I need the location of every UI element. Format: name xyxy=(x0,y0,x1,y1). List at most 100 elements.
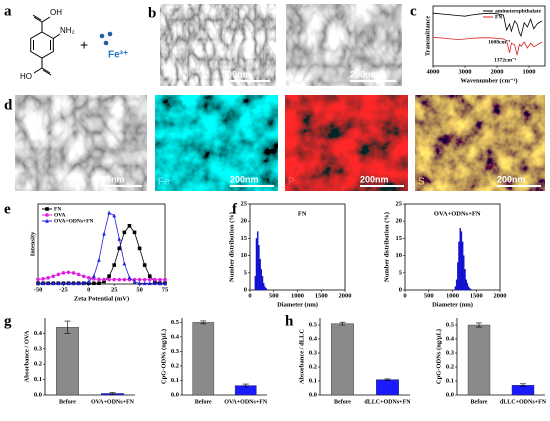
panel-label: c xyxy=(410,3,417,19)
legend-marker xyxy=(45,218,49,223)
marker xyxy=(56,281,61,286)
atom-label: NH₂ xyxy=(60,26,75,35)
marker xyxy=(127,275,132,280)
marker xyxy=(41,281,45,286)
marker xyxy=(97,281,101,286)
marker xyxy=(163,281,167,286)
x-tick-label: dLLC+ODNs+FN xyxy=(500,399,547,405)
legend-label: OVA xyxy=(54,212,66,218)
plus-sign: + xyxy=(80,37,88,53)
x-tick-label: Before xyxy=(59,399,76,405)
marker xyxy=(163,277,167,282)
element-map xyxy=(285,95,408,191)
marker xyxy=(102,279,106,284)
x-tick-label: Before xyxy=(471,399,488,405)
marker xyxy=(132,279,137,284)
marker xyxy=(122,261,127,266)
marker xyxy=(107,210,111,215)
element-label: P xyxy=(288,177,295,188)
histogram-bar xyxy=(466,282,469,291)
y-tick-label: 0.4 xyxy=(446,335,455,342)
chemical-scheme: OH NH₂ HO + Fe³⁺ xyxy=(20,8,128,81)
series-line xyxy=(432,12,543,38)
marker xyxy=(137,277,142,282)
marker xyxy=(147,281,152,286)
ion-dot xyxy=(99,33,105,39)
chart-title: OVA+ODNs+FN xyxy=(434,210,481,217)
histogram-bar xyxy=(464,269,466,291)
element-label: Fe xyxy=(158,177,170,188)
element-map xyxy=(415,95,545,191)
error-bar xyxy=(109,392,116,395)
y-tick-label: 0.2 xyxy=(34,361,42,368)
error-bar xyxy=(242,383,249,388)
element-label: S xyxy=(418,177,425,188)
marker xyxy=(41,277,45,281)
histogram-bar xyxy=(255,238,258,291)
marker xyxy=(81,274,86,279)
marker xyxy=(137,281,142,286)
y-tick-label: 0.1 xyxy=(446,377,454,384)
marker xyxy=(66,270,71,275)
marker xyxy=(36,281,40,286)
x-tick-label: 25 xyxy=(111,286,118,293)
marker xyxy=(142,277,147,282)
x-axis-label: Diameter (nm) xyxy=(277,301,318,308)
marker xyxy=(132,230,137,235)
marker xyxy=(142,281,147,286)
histogram-bar xyxy=(459,227,461,291)
marker xyxy=(36,277,40,282)
panel-label: d xyxy=(4,97,13,113)
y-tick-label: 0.3 xyxy=(309,349,318,356)
scale-label: 200nm xyxy=(497,174,526,184)
ion-dot xyxy=(107,31,113,37)
bar xyxy=(192,322,215,396)
marker xyxy=(92,277,96,281)
histogram-bar xyxy=(470,289,472,291)
bond xyxy=(41,67,51,74)
marker xyxy=(66,281,71,286)
y-tick-label: 15 xyxy=(241,235,248,242)
x-tick-label: 50 xyxy=(136,286,143,293)
y-tick-label: 0.1 xyxy=(309,377,317,384)
histogram-bar xyxy=(258,245,260,291)
y-tick-label: 0.5 xyxy=(309,321,318,328)
marker xyxy=(97,277,101,282)
x-tick-label: 500 xyxy=(424,292,434,299)
plot-frame xyxy=(432,5,546,67)
error-bar xyxy=(200,320,207,325)
bond xyxy=(33,16,43,23)
histogram-bar xyxy=(260,269,263,291)
histogram-bar xyxy=(454,286,457,291)
marker xyxy=(147,274,152,278)
error-bar xyxy=(476,322,482,328)
annotation: 1372cm⁻¹ xyxy=(494,57,517,63)
marker xyxy=(87,276,91,280)
y-tick-label: 0.1 xyxy=(171,377,179,384)
series-line xyxy=(432,36,543,56)
panel-label: f xyxy=(232,201,238,217)
marker xyxy=(51,274,56,279)
marker xyxy=(127,224,132,228)
y-tick-label: 0.2 xyxy=(171,362,179,369)
y-tick-label: 0.5 xyxy=(171,319,180,326)
marker xyxy=(56,272,61,277)
x-tick-label: 75 xyxy=(162,286,169,293)
y-tick-label: 0.3 xyxy=(171,348,180,355)
annotation: 1608cm⁻¹ xyxy=(488,39,511,45)
histogram-bar xyxy=(254,276,257,291)
marker xyxy=(81,281,86,286)
bond xyxy=(32,14,42,21)
y-tick-label: 20 xyxy=(396,218,403,225)
y-tick-label: 25 xyxy=(241,200,248,207)
bar xyxy=(376,379,399,396)
x-tick-label: 1500 xyxy=(315,292,328,299)
marker xyxy=(102,231,106,236)
x-tick-label: 4000 xyxy=(427,68,440,75)
x-tick-label: OVA+ODNs+FN xyxy=(91,399,135,405)
y-tick-label: 5 xyxy=(244,269,248,276)
scale-label: 200nm xyxy=(350,69,379,79)
histogram-bar xyxy=(262,282,265,291)
histogram-bar xyxy=(468,288,471,291)
